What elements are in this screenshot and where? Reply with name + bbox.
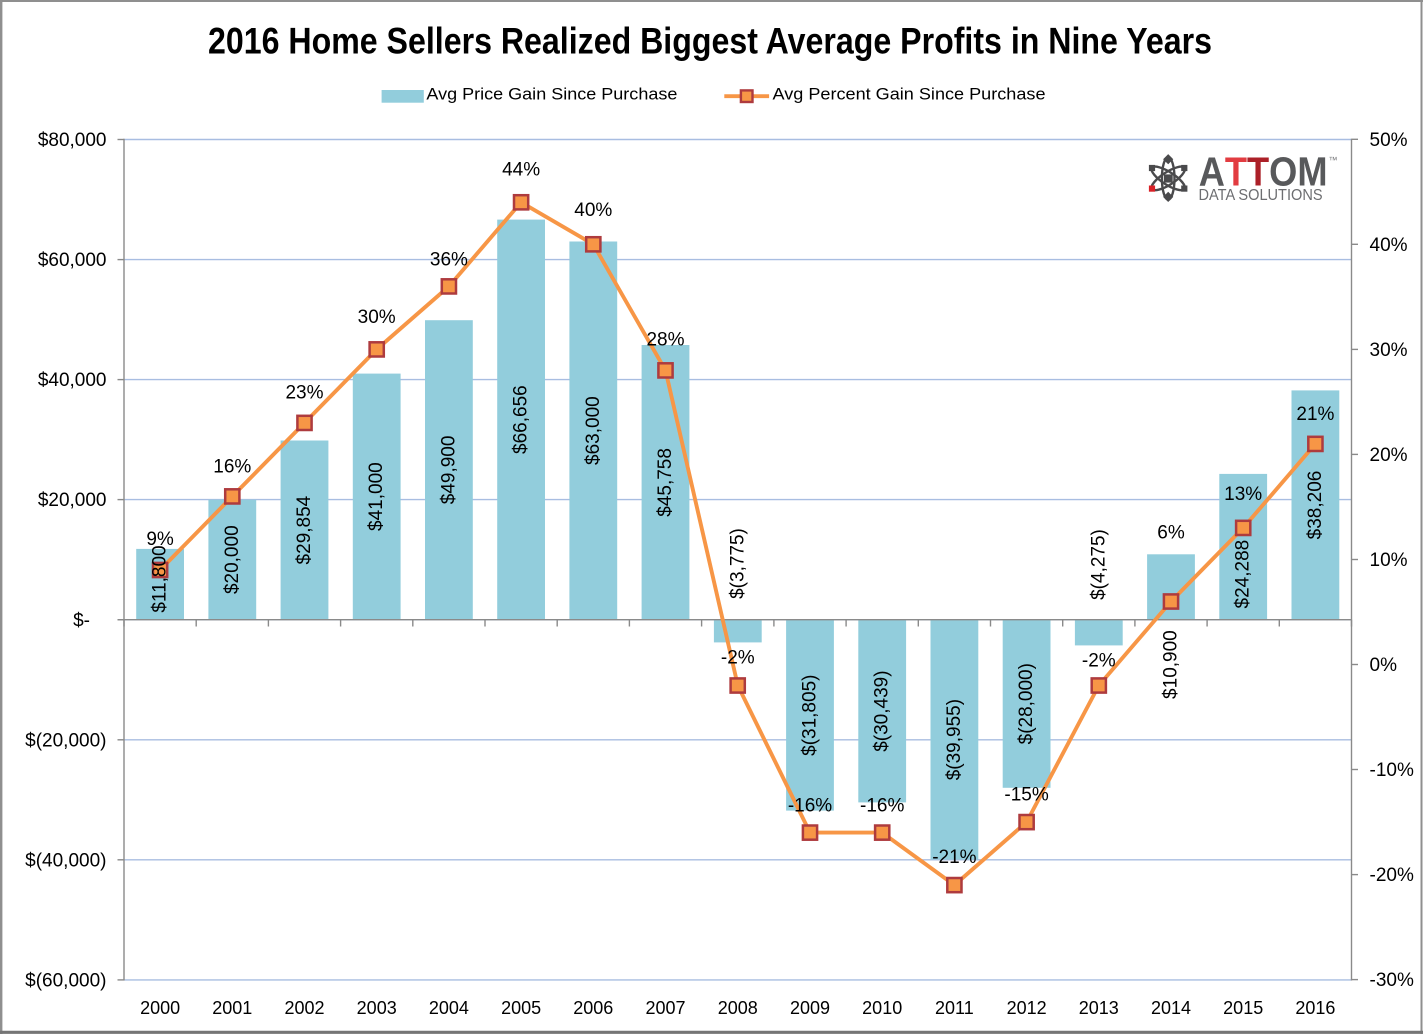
svg-text:0%: 0%	[1370, 655, 1398, 676]
svg-text:DATA SOLUTIONS: DATA SOLUTIONS	[1199, 186, 1323, 204]
svg-text:2003: 2003	[357, 998, 397, 1018]
svg-text:10%: 10%	[1370, 550, 1408, 571]
svg-text:$(31,805): $(31,805)	[800, 675, 821, 756]
svg-text:Avg Percent Gain Since Purchas: Avg Percent Gain Since Purchase	[773, 85, 1046, 103]
svg-text:$80,000: $80,000	[38, 130, 107, 151]
svg-text:$(20,000): $(20,000)	[25, 730, 106, 751]
svg-text:-16%: -16%	[788, 796, 832, 817]
svg-text:-16%: -16%	[860, 796, 904, 817]
svg-text:-15%: -15%	[1004, 785, 1048, 806]
svg-text:2013: 2013	[1079, 998, 1119, 1018]
svg-text:ATTOM: ATTOM	[1199, 149, 1328, 195]
svg-text:$(28,000): $(28,000)	[1016, 663, 1037, 744]
svg-text:2015: 2015	[1223, 998, 1263, 1018]
svg-text:2004: 2004	[429, 998, 469, 1018]
svg-text:23%: 23%	[285, 383, 323, 404]
svg-text:$66,656: $66,656	[511, 385, 532, 454]
svg-text:$-: $-	[73, 610, 90, 631]
svg-text:$49,900: $49,900	[438, 436, 459, 505]
svg-text:40%: 40%	[574, 200, 612, 221]
svg-text:44%: 44%	[502, 160, 540, 181]
svg-text:$24,288: $24,288	[1233, 540, 1254, 609]
svg-text:2016 Home Sellers Realized Big: 2016 Home Sellers Realized Biggest Avera…	[208, 20, 1212, 61]
svg-text:13%: 13%	[1224, 484, 1262, 505]
svg-text:$(40,000): $(40,000)	[25, 850, 106, 871]
svg-text:30%: 30%	[358, 307, 396, 328]
svg-text:2011: 2011	[935, 998, 974, 1018]
svg-text:2016: 2016	[1295, 998, 1335, 1018]
svg-text:$40,000: $40,000	[38, 370, 107, 391]
svg-text:2002: 2002	[284, 998, 324, 1018]
svg-text:$38,206: $38,206	[1305, 471, 1326, 540]
svg-text:2008: 2008	[718, 998, 758, 1018]
svg-text:2012: 2012	[1007, 998, 1047, 1018]
svg-text:2006: 2006	[573, 998, 613, 1018]
svg-text:$(39,955): $(39,955)	[944, 699, 965, 780]
svg-text:20%: 20%	[1370, 445, 1408, 466]
svg-text:2000: 2000	[140, 998, 180, 1018]
svg-text:6%: 6%	[1157, 523, 1185, 544]
svg-text:-21%: -21%	[932, 847, 976, 868]
svg-text:16%: 16%	[213, 457, 251, 478]
svg-text:9%: 9%	[146, 529, 174, 550]
svg-text:50%: 50%	[1370, 130, 1408, 151]
svg-text:$20,000: $20,000	[222, 525, 243, 594]
svg-text:28%: 28%	[646, 330, 684, 351]
svg-text:-2%: -2%	[721, 648, 755, 669]
svg-text:2005: 2005	[501, 998, 541, 1018]
svg-text:$(60,000): $(60,000)	[25, 971, 106, 992]
svg-text:-2%: -2%	[1082, 651, 1116, 672]
svg-text:$(3,775): $(3,775)	[727, 528, 748, 599]
svg-text:2007: 2007	[645, 998, 685, 1018]
svg-text:2009: 2009	[790, 998, 830, 1018]
svg-text:2014: 2014	[1151, 998, 1191, 1018]
svg-text:$60,000: $60,000	[38, 250, 107, 271]
svg-text:-20%: -20%	[1370, 865, 1414, 886]
svg-text:21%: 21%	[1296, 404, 1334, 425]
svg-text:$63,000: $63,000	[583, 396, 604, 465]
svg-text:2010: 2010	[862, 998, 902, 1018]
svg-text:30%: 30%	[1370, 340, 1408, 361]
svg-text:$45,758: $45,758	[655, 448, 676, 517]
svg-text:-10%: -10%	[1370, 760, 1414, 781]
svg-text:Avg Price Gain Since Purchase: Avg Price Gain Since Purchase	[426, 85, 677, 103]
svg-text:™: ™	[1329, 155, 1338, 165]
svg-text:40%: 40%	[1370, 235, 1408, 256]
svg-text:$41,000: $41,000	[366, 462, 387, 531]
svg-text:36%: 36%	[430, 250, 468, 271]
svg-text:$29,854: $29,854	[294, 495, 315, 564]
svg-text:2001: 2001	[212, 998, 252, 1018]
svg-text:$(30,439): $(30,439)	[872, 670, 893, 751]
svg-text:$11,800: $11,800	[150, 545, 171, 612]
svg-text:-30%: -30%	[1370, 970, 1414, 991]
svg-text:$20,000: $20,000	[38, 490, 107, 511]
svg-text:$(4,275): $(4,275)	[1088, 529, 1109, 600]
svg-text:$10,900: $10,900	[1161, 630, 1182, 699]
